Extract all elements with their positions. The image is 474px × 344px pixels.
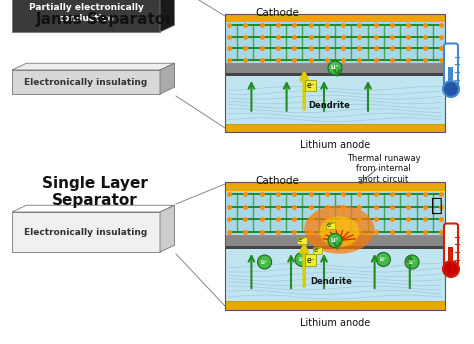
Text: Electronically insulating: Electronically insulating bbox=[24, 77, 147, 86]
Bar bbox=[448, 247, 454, 266]
Text: Li⁺: Li⁺ bbox=[331, 65, 339, 71]
Text: Li⁺: Li⁺ bbox=[261, 259, 268, 265]
Bar bbox=[225, 63, 445, 73]
Text: Li⁺: Li⁺ bbox=[298, 257, 306, 262]
Bar bbox=[225, 235, 445, 246]
Bar bbox=[225, 73, 445, 76]
Polygon shape bbox=[12, 212, 160, 252]
Text: Partially electronically
conductive: Partially electronically conductive bbox=[28, 3, 144, 23]
Text: Li⁺: Li⁺ bbox=[331, 238, 339, 243]
Text: Cathode: Cathode bbox=[255, 176, 299, 186]
FancyBboxPatch shape bbox=[444, 43, 458, 90]
Bar bbox=[225, 14, 445, 22]
Text: Single Layer: Single Layer bbox=[42, 176, 148, 191]
Polygon shape bbox=[160, 205, 174, 252]
Ellipse shape bbox=[304, 205, 374, 254]
Circle shape bbox=[295, 252, 309, 266]
Polygon shape bbox=[160, 0, 174, 32]
Bar bbox=[225, 182, 445, 310]
Text: Dendrite: Dendrite bbox=[310, 277, 353, 286]
Text: Separator: Separator bbox=[52, 193, 138, 208]
Bar bbox=[225, 76, 445, 124]
Text: e⁻: e⁻ bbox=[327, 223, 335, 228]
Circle shape bbox=[443, 261, 459, 277]
Bar bbox=[225, 246, 445, 249]
Text: Li⁺: Li⁺ bbox=[408, 259, 416, 265]
Ellipse shape bbox=[319, 216, 359, 247]
Text: Thermal runaway
from internal
short circuit: Thermal runaway from internal short circ… bbox=[346, 154, 420, 184]
Circle shape bbox=[405, 255, 419, 269]
Bar bbox=[225, 249, 445, 301]
Bar bbox=[448, 67, 454, 86]
Text: Electronically insulating: Electronically insulating bbox=[24, 227, 147, 237]
Text: Lithium anode: Lithium anode bbox=[300, 140, 370, 150]
Circle shape bbox=[443, 81, 459, 97]
FancyBboxPatch shape bbox=[444, 224, 458, 270]
Bar bbox=[225, 14, 445, 132]
Bar bbox=[225, 22, 445, 63]
Bar bbox=[225, 301, 445, 310]
Text: Li⁺: Li⁺ bbox=[380, 257, 387, 262]
Circle shape bbox=[376, 252, 391, 266]
Polygon shape bbox=[160, 63, 174, 94]
Text: e⁻: e⁻ bbox=[306, 81, 315, 90]
Bar bbox=[225, 191, 445, 235]
Bar bbox=[225, 124, 445, 132]
Text: 🔥: 🔥 bbox=[431, 195, 443, 215]
Polygon shape bbox=[12, 63, 174, 70]
Bar bbox=[225, 182, 445, 191]
Text: Dendrite: Dendrite bbox=[309, 101, 350, 110]
Text: e⁻: e⁻ bbox=[298, 237, 306, 244]
Circle shape bbox=[257, 255, 272, 269]
Text: Cathode: Cathode bbox=[255, 8, 299, 18]
Circle shape bbox=[328, 234, 342, 247]
Text: e⁻: e⁻ bbox=[313, 247, 321, 254]
Text: Lithium anode: Lithium anode bbox=[300, 318, 370, 328]
Text: e⁻: e⁻ bbox=[306, 256, 315, 265]
Polygon shape bbox=[12, 70, 160, 94]
Circle shape bbox=[328, 61, 342, 75]
Polygon shape bbox=[12, 205, 174, 212]
Text: Janus Separator: Janus Separator bbox=[36, 12, 174, 27]
Polygon shape bbox=[12, 0, 160, 32]
